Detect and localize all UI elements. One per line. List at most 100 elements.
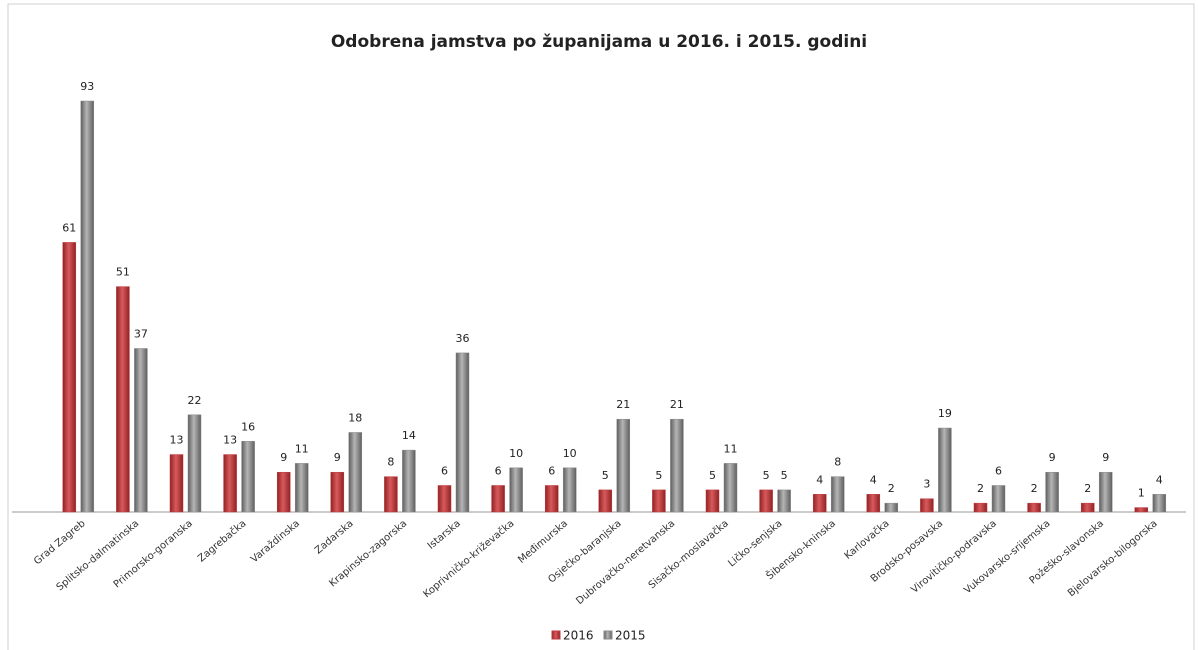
x-tick-label: Dubrovačko-neretvanska (574, 517, 678, 607)
bar (1080, 502, 1095, 513)
bar (670, 418, 684, 513)
data-label: 51 (116, 266, 130, 279)
data-label: 8 (834, 456, 841, 469)
bar (723, 463, 738, 513)
bar (1134, 507, 1149, 513)
bar (705, 489, 720, 513)
bar (544, 485, 559, 513)
data-label: 18 (348, 411, 362, 424)
bar (384, 476, 398, 513)
legend-swatch (603, 630, 613, 640)
data-label: 2 (1031, 482, 1038, 495)
bar (973, 502, 988, 513)
data-label: 10 (563, 447, 577, 460)
data-label: 6 (548, 464, 555, 477)
bar (938, 427, 952, 513)
data-label: 5 (709, 469, 716, 482)
data-label: 6 (441, 464, 448, 477)
data-label: 9 (1049, 451, 1056, 464)
data-label: 21 (670, 398, 684, 411)
bar (1152, 494, 1167, 513)
x-tick-label: Virovitičko-podravska (909, 517, 999, 595)
x-tick-label: Ličko-senjska (726, 517, 785, 569)
bar (223, 454, 237, 513)
data-label: 8 (387, 456, 394, 469)
bar (509, 467, 523, 513)
bar (884, 502, 899, 513)
x-tick-label: Zagrebačka (195, 517, 248, 564)
x-tick-label: Vukovarsko-srijemska (962, 518, 1052, 596)
bar (294, 463, 309, 513)
x-tick-label: Koprivničko-križevačka (421, 517, 517, 600)
data-label: 9 (280, 451, 287, 464)
bar (562, 467, 577, 513)
data-label: 19 (938, 407, 952, 420)
data-label: 11 (724, 442, 738, 455)
bar (830, 476, 845, 513)
data-label: 9 (334, 451, 341, 464)
data-label: 14 (402, 429, 416, 442)
data-label: 4 (816, 473, 823, 486)
bar (348, 432, 363, 513)
data-label: 36 (456, 332, 470, 345)
legend-label: 2015 (615, 629, 646, 643)
data-label: 5 (781, 469, 788, 482)
data-label: 6 (995, 464, 1002, 477)
data-label: 1 (1138, 487, 1145, 500)
data-label: 22 (188, 394, 202, 407)
bar (330, 471, 345, 513)
x-tick-label: Varaždinska (248, 517, 302, 565)
data-label: 6 (495, 464, 502, 477)
bar (1045, 471, 1059, 513)
data-label: 2 (977, 482, 984, 495)
bar (116, 286, 130, 513)
bar (1098, 471, 1113, 513)
data-label: 13 (170, 434, 184, 447)
data-label: 37 (134, 327, 148, 340)
bar (80, 100, 95, 513)
bar (402, 449, 416, 513)
data-label: 5 (763, 469, 770, 482)
data-label: 5 (655, 469, 662, 482)
data-label: 2 (888, 482, 895, 495)
bar (491, 485, 505, 513)
x-tick-label: Istarska (426, 518, 463, 552)
x-tick-label: Međimurska (516, 518, 570, 566)
chart-title: Odobrena jamstva po županijama u 2016. i… (331, 32, 867, 52)
bar (991, 485, 1006, 513)
bar (616, 418, 631, 513)
bar (455, 352, 470, 513)
data-label: 9 (1102, 451, 1109, 464)
data-label: 11 (295, 442, 309, 455)
data-label: 4 (870, 473, 877, 486)
bar (652, 489, 666, 513)
bar (598, 489, 613, 513)
bar (241, 441, 255, 513)
x-tick-label: Karlovačka (842, 517, 892, 561)
bar (62, 242, 77, 513)
legend-swatch (551, 630, 561, 640)
bar (759, 489, 773, 513)
data-label: 3 (923, 478, 930, 491)
x-tick-label: Zadarska (313, 518, 356, 556)
chart-frame (7, 3, 1195, 650)
bar (812, 494, 827, 513)
data-label: 10 (509, 447, 523, 460)
data-label: 16 (241, 420, 255, 433)
data-label: 21 (616, 398, 630, 411)
data-label: 2 (1084, 482, 1091, 495)
bar (866, 494, 881, 513)
data-label: 4 (1156, 473, 1163, 486)
data-label: 13 (223, 434, 237, 447)
data-label: 93 (80, 80, 94, 93)
bar (169, 454, 184, 513)
x-tick-label: Bjelovarsko-bilogorska (1066, 518, 1160, 599)
bar (777, 489, 791, 513)
bar (276, 471, 291, 513)
bar (437, 485, 452, 513)
x-tick-label: Grad Zagreb (32, 518, 88, 567)
data-label: 61 (62, 221, 76, 234)
bar (187, 414, 202, 513)
bar (920, 498, 934, 513)
